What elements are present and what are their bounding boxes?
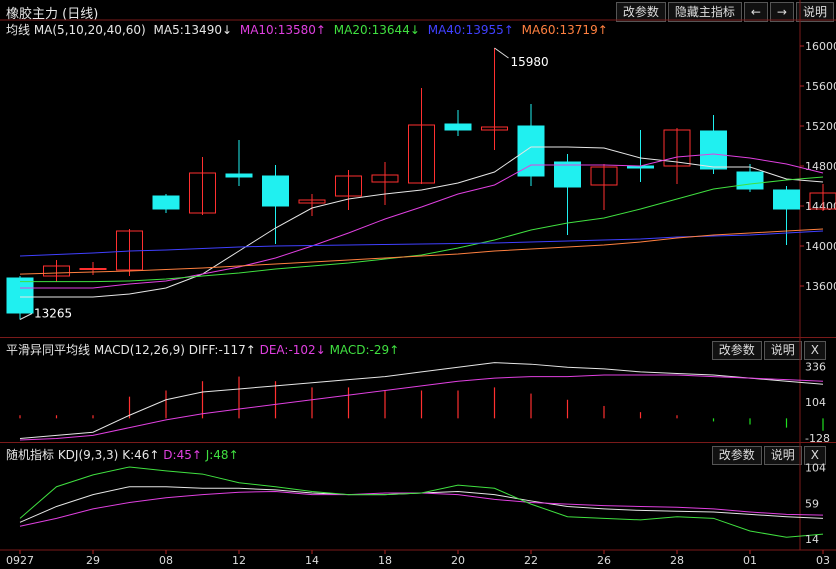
- y-tick-label: 14000: [805, 240, 836, 253]
- candle-body: [408, 124, 435, 184]
- candle-body: [6, 277, 34, 314]
- macd-tick-label: 336: [805, 360, 826, 373]
- ma60-legend: MA60:13719↑: [521, 23, 608, 37]
- kdj-tick-label: 59: [805, 497, 819, 510]
- ma20-line: [20, 176, 824, 283]
- candle-body: [663, 129, 691, 167]
- x-tick-label: 28: [670, 554, 684, 567]
- candle-body: [371, 174, 399, 183]
- y-tick-label: 16000: [805, 40, 836, 53]
- arrow-left-icon[interactable]: ←: [743, 2, 768, 22]
- y-tick-label: 15200: [805, 120, 836, 133]
- candle-body: [590, 166, 618, 186]
- panel-separator: [0, 442, 836, 443]
- macd-close-button[interactable]: X: [803, 341, 826, 360]
- kdj-close-button[interactable]: X: [803, 446, 826, 465]
- candle-body: [335, 175, 362, 197]
- kdj-tick-label: 14: [805, 533, 819, 546]
- ma40-line: [19, 230, 824, 257]
- diff-line: [19, 362, 824, 439]
- k-legend: K:46↑: [122, 448, 160, 462]
- candle-body: [444, 123, 472, 131]
- candle-body: [298, 199, 326, 204]
- candle-body: [736, 171, 764, 190]
- macd-legend-label: 平滑异同平均线 MACD(12,26,9): [6, 343, 185, 357]
- candle-body: [481, 126, 508, 131]
- candle-body: [79, 268, 107, 270]
- x-tick-label: 01: [743, 554, 757, 567]
- high-annotation-leader: [494, 47, 509, 59]
- macd-value-legend: MACD:-29↑: [329, 343, 400, 357]
- x-tick-label: 26: [597, 554, 611, 567]
- candle-body: [225, 173, 253, 178]
- kdj-tick-label: 104: [805, 462, 826, 475]
- ma5-legend: MA5:13490↓: [153, 23, 233, 37]
- d-line: [19, 490, 824, 527]
- help-button[interactable]: 说明: [795, 2, 834, 22]
- candle-body: [262, 175, 289, 207]
- ma40-legend: MA40:13955↑: [427, 23, 514, 37]
- x-tick-label: 20: [451, 554, 465, 567]
- candle-body: [189, 172, 216, 214]
- arrow-right-icon[interactable]: →: [769, 2, 794, 22]
- x-tick-label: 22: [524, 554, 538, 567]
- j-line: [19, 466, 824, 538]
- x-tick-label: 03: [816, 554, 830, 567]
- panel-separator: [0, 337, 836, 338]
- ma10-line: [20, 153, 824, 289]
- y-tick-label: 14800: [805, 160, 836, 173]
- dea-line: [19, 374, 824, 441]
- ma5-line: [20, 146, 824, 298]
- candle-body: [554, 161, 581, 188]
- low-annotation-leader: [19, 313, 33, 320]
- kdj-legend: 随机指标 KDJ(9,3,3) K:46↑ D:45↑ J:48↑: [6, 446, 239, 463]
- dea-legend: DEA:-102↓: [259, 343, 326, 357]
- candle-body: [809, 192, 836, 210]
- macd-legend: 平滑异同平均线 MACD(12,26,9) DIFF:-117↑ DEA:-10…: [6, 341, 399, 358]
- low-annotation: 13265: [34, 307, 72, 321]
- y-tick-label: 13600: [805, 280, 836, 293]
- hide-main-indicator-button[interactable]: 隐藏主指标: [667, 2, 742, 22]
- x-tick-label: 12: [232, 554, 246, 567]
- y-tick-label: 15600: [805, 80, 836, 93]
- kdj-toolbar: 改参数 说明 X: [711, 446, 826, 465]
- x-tick-label: 14: [305, 554, 319, 567]
- main-toolbar: 改参数 隐藏主指标 ← → 说明: [615, 2, 834, 22]
- macd-help-button[interactable]: 说明: [763, 341, 802, 360]
- ma10-legend: MA10:13580↑: [239, 23, 326, 37]
- x-tick-label: 29: [86, 554, 100, 567]
- high-annotation: 15980: [511, 55, 549, 69]
- candle-body: [773, 189, 800, 210]
- y-tick-label: 14400: [805, 200, 836, 213]
- j-legend: J:48↑: [205, 448, 239, 462]
- macd-edit-params-button[interactable]: 改参数: [711, 341, 762, 360]
- ma60-line: [19, 228, 824, 275]
- macd-toolbar: 改参数 说明 X: [711, 341, 826, 360]
- ma20-legend: MA20:13644↓: [333, 23, 420, 37]
- candle-body: [517, 125, 545, 177]
- candle-body: [152, 195, 180, 210]
- kdj-edit-params-button[interactable]: 改参数: [711, 446, 762, 465]
- kdj-legend-label: 随机指标 KDJ(9,3,3): [6, 448, 119, 462]
- chart-title: 橡胶主力 (日线): [6, 7, 99, 22]
- macd-tick-label: 104: [805, 396, 826, 409]
- macd-tick-label: -128: [805, 432, 830, 445]
- x-tick-label: 08: [159, 554, 173, 567]
- candle-body: [700, 130, 727, 170]
- x-tick-label: 0927: [6, 554, 34, 567]
- ma-legend-label: 均线 MA(5,10,20,40,60): [6, 23, 146, 37]
- diff-legend: DIFF:-117↑: [188, 343, 256, 357]
- kdj-help-button[interactable]: 说明: [763, 446, 802, 465]
- k-line: [19, 486, 824, 523]
- candle-body: [43, 265, 70, 277]
- ma-legend: 均线 MA(5,10,20,40,60) MA5:13490↓ MA10:135…: [6, 21, 612, 38]
- x-tick-label: 18: [378, 554, 392, 567]
- edit-params-button[interactable]: 改参数: [615, 2, 666, 22]
- d-legend: D:45↑: [163, 448, 202, 462]
